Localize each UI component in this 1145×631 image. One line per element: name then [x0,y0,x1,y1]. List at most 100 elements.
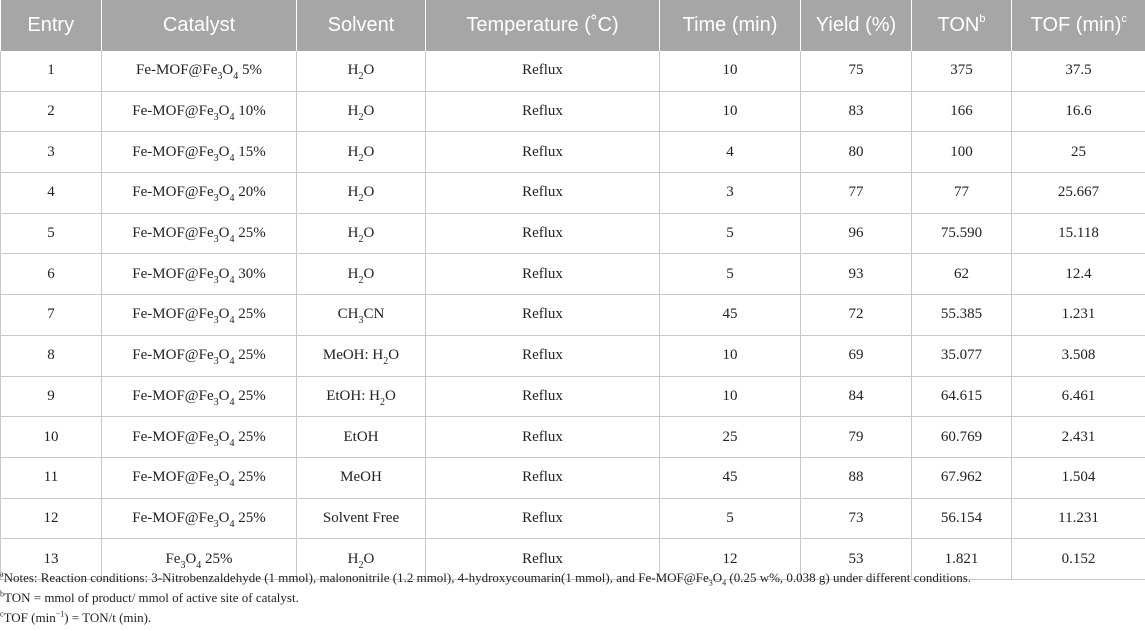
cell-temperature: Reflux [425,294,660,336]
catalyst-loading: 25% [234,469,266,486]
cell-solvent: H2O [296,131,426,174]
footnote-a-mid: O [712,570,723,585]
cell-tof: 3.508 [1011,335,1145,377]
cell-tof: 1.231 [1011,294,1145,336]
cell-yield: 93 [800,253,912,296]
solvent-pre: H [347,225,359,242]
cell-entry: 4 [0,172,102,214]
table-row: 13 Fe3O4 25% H2O Reflux 12 53 1.821 0.152 [0,538,1145,580]
cell-ton: 56.154 [911,498,1012,540]
table-row: 12 Fe-MOF@Fe3O4 25% Solvent Free Reflux 5 73 5… [0,498,1145,540]
cell-entry: 8 [0,335,102,377]
table-row: 9 Fe-MOF@Fe3O4 25% EtOH: H2O Reflux 10 84 64.6… [0,376,1145,418]
catalyst-sub-2: 4 [229,478,235,490]
cell-entry: 3 [0,131,102,174]
cell-solvent: MeOH: H2O [296,335,426,377]
catalyst-mid: O [222,62,234,79]
cell-entry: 5 [0,213,102,255]
footnote-c-mark: c [0,609,4,619]
cell-solvent: H2O [296,213,426,255]
catalyst-loading: 25% [234,509,266,526]
cell-ton: 60.769 [911,416,1012,458]
table-row: 8 Fe-MOF@Fe3O4 25% MeOH: H2O Reflux 10 69 35.0… [0,335,1145,377]
solvent-post: CN [363,306,385,323]
cell-entry: 11 [0,457,102,499]
catalyst-base: Fe-MOF@Fe [132,306,214,323]
cell-catalyst: Fe-MOF@Fe3O4 25% [101,416,297,458]
catalyst-loading: 10% [234,103,266,120]
solvent-pre: H [347,62,359,79]
cell-solvent: MeOH [296,457,426,499]
cell-ton: 77 [911,172,1012,214]
cell-catalyst: Fe-MOF@Fe3O4 20% [101,172,297,214]
footnote-a-sub2: 4 [722,578,727,588]
header-time: Time (min) [659,0,801,51]
catalyst-mid: O [218,469,230,486]
cell-entry: 13 [0,538,102,580]
cell-ton: 35.077 [911,335,1012,377]
footnote-c: cTOF (min−1) = TON/t (min). [0,608,1145,628]
table-header-row: Entry Catalyst Solvent Temperature (˚C) … [0,0,1145,51]
cell-ton: 64.615 [911,376,1012,418]
cell-entry: 2 [0,91,102,133]
cell-tof: 2.431 [1011,416,1145,458]
catalyst-sub-1: 3 [213,193,219,205]
solvent-pre: H [347,184,359,201]
catalyst-loading: 25% [234,428,266,445]
footnote-c-tail: ) = TON/t (min). [64,610,152,625]
cell-entry: 9 [0,376,102,418]
table-row: 1 Fe-MOF@Fe3O4 5% H2O Reflux 10 75 375 37.5 [0,51,1145,92]
cell-catalyst: Fe-MOF@Fe3O4 5% [101,51,297,92]
solvent-pre: H [347,143,359,160]
header-ton: TONb [911,0,1012,51]
cell-tof: 0.152 [1011,538,1145,580]
cell-entry: 7 [0,294,102,336]
catalyst-loading: 20% [234,184,266,201]
catalyst-sub-2: 4 [229,437,235,449]
cell-ton: 67.962 [911,457,1012,499]
footnote-a-sub1: 3 [708,578,713,588]
catalyst-loading: 30% [234,265,266,282]
catalyst-sub-1: 3 [180,559,186,571]
catalyst-sub-1: 3 [213,478,219,490]
cell-tof: 15.118 [1011,213,1145,255]
cell-solvent: Solvent Free [296,498,426,540]
table-footnotes: aNotes: Reaction conditions: 3-Nitrobenz… [0,568,1145,628]
table-row: 6 Fe-MOF@Fe3O4 30% H2O Reflux 5 93 62 12.4 [0,253,1145,296]
solvent-sub: 2 [383,356,389,368]
catalyst-base: Fe-MOF@Fe [132,509,214,526]
catalyst-sub-2: 4 [229,234,235,246]
cell-tof: 25.667 [1011,172,1145,214]
catalyst-sub-1: 3 [213,518,219,530]
catalyst-mid: O [218,225,230,242]
header-temperature: Temperature (˚C) [425,0,660,51]
solvent-pre: MeOH [340,469,382,486]
header-catalyst: Catalyst [101,0,297,51]
solvent-sub: 2 [358,71,364,83]
cell-tof: 25 [1011,131,1145,174]
catalyst-base: Fe-MOF@Fe [132,428,214,445]
solvent-pre: H [347,265,359,282]
solvent-sub: 2 [379,396,385,408]
cell-time: 10 [659,91,801,133]
cell-yield: 80 [800,131,912,174]
cell-catalyst: Fe-MOF@Fe3O4 25% [101,213,297,255]
catalyst-sub-2: 4 [196,559,202,571]
cell-solvent: H2O [296,51,426,92]
catalyst-sub-1: 3 [213,152,219,164]
table-row: 7 Fe-MOF@Fe3O4 25% CH3CN Reflux 45 72 55.385 1.… [0,294,1145,336]
table-row: 2 Fe-MOF@Fe3O4 10% H2O Reflux 10 83 166 16.6 [0,91,1145,133]
cell-ton: 100 [911,131,1012,174]
cell-solvent: H2O [296,91,426,133]
catalyst-mid: O [218,347,230,364]
catalyst-sub-2: 4 [229,396,235,408]
catalyst-sub-2: 4 [229,356,235,368]
footnote-b-text: TON = mmol of product/ mmol of active si… [4,590,299,605]
cell-yield: 72 [800,294,912,336]
cell-time: 10 [659,376,801,418]
cell-time: 45 [659,294,801,336]
table-row: 3 Fe-MOF@Fe3O4 15% H2O Reflux 4 80 100 25 [0,131,1145,174]
cell-time: 4 [659,131,801,174]
catalyst-base: Fe-MOF@Fe [132,143,214,160]
